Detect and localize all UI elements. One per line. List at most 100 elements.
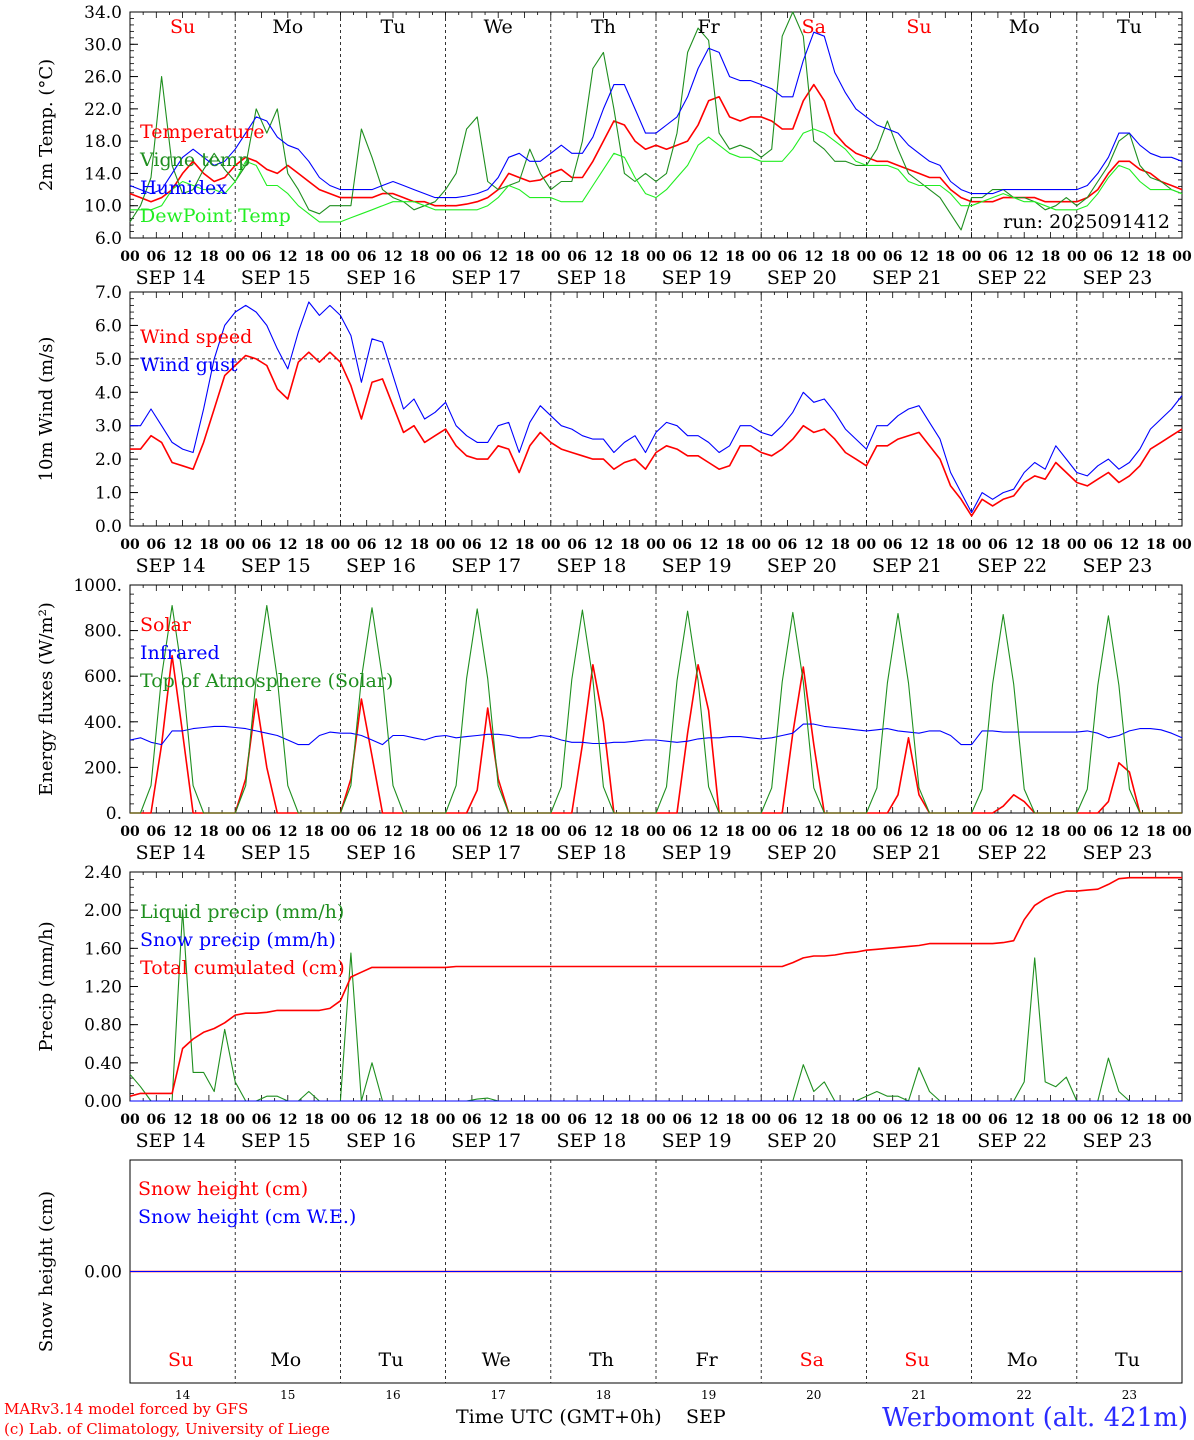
date-label: SEP 23 — [1082, 267, 1152, 289]
series-wind-speed — [130, 351, 1183, 517]
hour-tick-label: 12 — [699, 1112, 718, 1128]
date-label: SEP 20 — [767, 842, 837, 864]
date-label: SEP 17 — [451, 555, 521, 577]
hour-tick-label: 12 — [1120, 824, 1139, 840]
date-label: SEP 18 — [556, 555, 626, 577]
date-label: SEP 15 — [241, 1130, 311, 1152]
hour-tick-label: 06 — [673, 249, 692, 265]
weekday-label-bottom: We — [482, 1349, 511, 1371]
date-label: SEP 19 — [662, 267, 732, 289]
hour-tick-label: 18 — [725, 1112, 744, 1128]
hour-tick-label: 18 — [1146, 824, 1165, 840]
y-tick-label: 6.0 — [95, 316, 122, 336]
hour-tick-label: 12 — [909, 824, 928, 840]
data-series — [129, 11, 1183, 1273]
footer-month: SEP — [686, 1406, 726, 1428]
date-label: SEP 16 — [346, 842, 416, 864]
hour-tick-label: 00 — [1067, 249, 1087, 265]
hour-tick-label: 18 — [830, 537, 849, 553]
footer-model-line: MARv3.14 model forced by GFS — [4, 1400, 248, 1418]
hour-tick-label: 12 — [1014, 537, 1033, 553]
hour-tick-label: 12 — [594, 1112, 613, 1128]
date-label: SEP 19 — [662, 1130, 732, 1152]
hour-tick-label: 18 — [725, 537, 744, 553]
hour-tick-label: 06 — [147, 249, 166, 265]
hour-tick-label: 00 — [541, 537, 561, 553]
weekday-label-top: Su — [906, 16, 931, 38]
y-tick-label: 800. — [84, 622, 122, 642]
weekday-label-bottom: Mo — [1007, 1349, 1038, 1371]
hour-tick-label: 18 — [936, 824, 955, 840]
hour-tick-label: 00 — [1067, 824, 1087, 840]
weekday-label-top: Fr — [697, 16, 720, 38]
hour-tick-label: 00 — [331, 249, 351, 265]
hour-tick-label: 18 — [199, 1112, 218, 1128]
hour-tick-label: 12 — [173, 824, 192, 840]
hour-tick-label: 18 — [936, 537, 955, 553]
hour-tick-label: 18 — [304, 249, 323, 265]
y-tick-label: 14.0 — [84, 164, 122, 184]
date-label: SEP 19 — [662, 555, 732, 577]
legend-entry: Wind gust — [140, 354, 238, 376]
hour-tick-label: 00 — [541, 249, 561, 265]
legend-entry: Liquid precip (mm/h) — [140, 901, 344, 923]
day-number-label: 15 — [280, 1388, 295, 1402]
legend-entry: Top of Atmosphere (Solar) — [140, 670, 393, 692]
y-tick-label: 0.80 — [84, 1016, 122, 1036]
hour-tick-label: 00 — [120, 249, 140, 265]
hour-tick-label: 12 — [594, 537, 613, 553]
hour-tick-label: 06 — [357, 249, 376, 265]
hour-tick-label: 06 — [357, 824, 376, 840]
date-label: SEP 21 — [872, 555, 942, 577]
hour-tick-label: 18 — [199, 824, 218, 840]
hour-tick-label: 18 — [1041, 537, 1060, 553]
hour-tick-label: 12 — [1014, 249, 1033, 265]
hour-tick-label: 00 — [751, 249, 771, 265]
hour-tick-label: 12 — [1120, 537, 1139, 553]
date-label: SEP 18 — [556, 842, 626, 864]
weekday-label-top: Tu — [1117, 16, 1142, 38]
hour-tick-label: 06 — [357, 1112, 376, 1128]
weekday-label-bottom: Tu — [379, 1349, 404, 1371]
weekday-label-bottom: Fr — [695, 1349, 718, 1371]
hour-tick-label: 06 — [252, 537, 271, 553]
hour-tick-label: 12 — [488, 537, 507, 553]
hour-tick-label: 00 — [436, 537, 456, 553]
hour-tick-label: 06 — [462, 1112, 481, 1128]
day-number-label: 16 — [385, 1388, 400, 1402]
hour-tick-label: 18 — [515, 824, 534, 840]
hour-tick-label: 12 — [173, 537, 192, 553]
hour-tick-label: 00 — [751, 1112, 771, 1128]
hour-tick-label: 00 — [646, 249, 666, 265]
date-label: SEP 14 — [136, 842, 206, 864]
y-tick-label: 600. — [84, 667, 122, 687]
hour-tick-label: 06 — [883, 824, 902, 840]
date-label: SEP 20 — [767, 1130, 837, 1152]
date-label: SEP 21 — [872, 842, 942, 864]
legend-entry: Vigne temp — [139, 149, 250, 171]
hour-tick-label: 18 — [199, 537, 218, 553]
hour-tick-label: 12 — [1014, 1112, 1033, 1128]
hour-tick-label: 00 — [857, 537, 877, 553]
hour-tick-label: 00 — [436, 824, 456, 840]
hour-tick-label: 06 — [778, 1112, 797, 1128]
hour-tick-label: 18 — [1146, 537, 1165, 553]
y-tick-label: 22.0 — [84, 100, 122, 120]
hour-tick-label: 00 — [962, 537, 982, 553]
weekday-label-top: Mo — [1009, 16, 1040, 38]
hour-tick-label: 00 — [1172, 824, 1192, 840]
hour-tick-label: 12 — [488, 249, 507, 265]
y-tick-label: 1.0 — [95, 484, 122, 504]
series-vigne-temp — [129, 11, 1183, 231]
y-axis-label: 2m Temp. (°C) — [36, 59, 57, 191]
date-label: SEP 23 — [1082, 555, 1152, 577]
y-tick-label: 18.0 — [84, 132, 122, 152]
hour-tick-label: 06 — [778, 249, 797, 265]
hour-tick-label: 06 — [147, 1112, 166, 1128]
hour-tick-label: 12 — [1120, 1112, 1139, 1128]
hour-tick-label: 00 — [541, 1112, 561, 1128]
hour-tick-label: 06 — [567, 249, 586, 265]
series-infrared — [129, 723, 1183, 746]
y-axis-label: Energy fluxes (W/m²) — [36, 602, 57, 796]
